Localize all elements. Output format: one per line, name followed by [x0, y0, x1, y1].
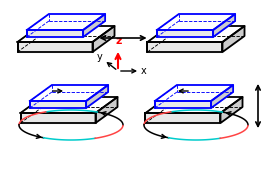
Polygon shape	[157, 14, 235, 30]
Polygon shape	[155, 85, 233, 101]
Polygon shape	[146, 113, 221, 123]
Text: x: x	[141, 66, 147, 76]
Polygon shape	[222, 26, 245, 52]
Polygon shape	[86, 85, 108, 108]
Polygon shape	[93, 26, 114, 52]
Polygon shape	[221, 97, 242, 123]
Polygon shape	[147, 42, 222, 52]
Polygon shape	[27, 30, 83, 37]
Polygon shape	[146, 97, 242, 113]
Text: y: y	[97, 52, 103, 62]
Polygon shape	[96, 97, 117, 123]
Polygon shape	[157, 30, 213, 37]
Text: z: z	[116, 36, 122, 46]
Polygon shape	[147, 26, 245, 42]
Polygon shape	[213, 14, 235, 37]
Polygon shape	[18, 42, 93, 52]
Polygon shape	[211, 85, 233, 108]
Polygon shape	[21, 97, 117, 113]
Polygon shape	[30, 85, 108, 101]
Polygon shape	[155, 101, 211, 108]
Polygon shape	[83, 14, 105, 37]
Polygon shape	[21, 113, 96, 123]
Polygon shape	[30, 101, 86, 108]
Polygon shape	[18, 26, 114, 42]
Polygon shape	[27, 14, 105, 30]
